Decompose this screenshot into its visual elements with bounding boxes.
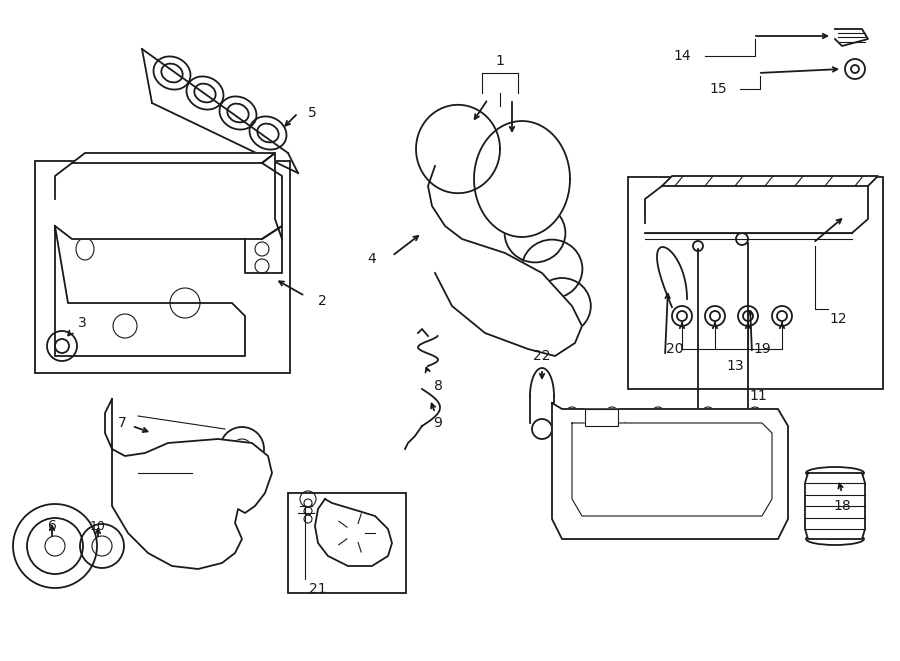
Polygon shape (428, 166, 582, 356)
Polygon shape (552, 403, 788, 539)
Text: 17: 17 (621, 434, 639, 448)
Polygon shape (572, 423, 772, 516)
Text: 3: 3 (77, 316, 86, 330)
Polygon shape (474, 121, 570, 237)
Ellipse shape (806, 467, 864, 479)
Text: 15: 15 (709, 82, 727, 96)
Text: 4: 4 (367, 252, 376, 266)
Polygon shape (315, 499, 392, 566)
Text: 5: 5 (308, 106, 317, 120)
Text: 9: 9 (434, 416, 443, 430)
Polygon shape (416, 105, 500, 193)
Text: 11: 11 (749, 389, 767, 403)
Polygon shape (835, 29, 868, 46)
Polygon shape (662, 176, 878, 186)
Bar (288, 493, 406, 593)
Ellipse shape (806, 533, 864, 545)
Text: 12: 12 (829, 312, 847, 326)
Text: 18: 18 (833, 499, 850, 513)
Text: 10: 10 (90, 520, 106, 533)
Bar (35, 161, 290, 373)
Text: 7: 7 (118, 416, 126, 430)
Polygon shape (585, 409, 618, 426)
Text: 6: 6 (48, 519, 57, 533)
Polygon shape (262, 153, 282, 239)
Text: 1: 1 (496, 54, 504, 68)
Text: 19: 19 (753, 342, 771, 356)
Text: 22: 22 (533, 349, 551, 363)
Polygon shape (55, 163, 282, 239)
Text: 20: 20 (666, 342, 684, 356)
Text: 16: 16 (689, 434, 706, 448)
Polygon shape (55, 226, 245, 356)
Text: 8: 8 (434, 379, 443, 393)
Text: 14: 14 (673, 49, 691, 63)
Polygon shape (105, 399, 272, 569)
Text: 2: 2 (318, 294, 327, 308)
Polygon shape (72, 153, 275, 163)
Text: 13: 13 (726, 359, 743, 373)
Polygon shape (805, 473, 865, 539)
Text: 21: 21 (310, 582, 327, 596)
Bar (628, 177, 883, 389)
Polygon shape (645, 186, 868, 233)
